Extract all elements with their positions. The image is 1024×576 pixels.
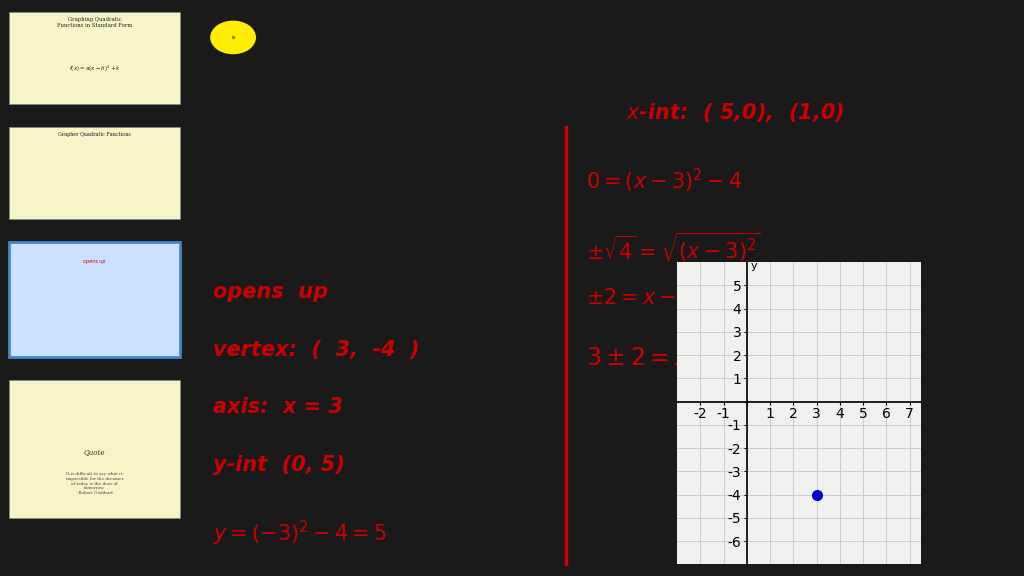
Text: Graph and identify the vertex, axis of symmetry,: Graph and identify the vertex, axis of s… [213,49,842,74]
Text: $3 \pm 2   =  x$: $3 \pm 2 = x$ [586,346,690,370]
Bar [9,380,180,518]
Text: and the intercepts.: and the intercepts. [213,101,461,126]
Text: vertex:  (  3,  -4  ): vertex: ( 3, -4 ) [213,340,420,360]
Text: opens up: opens up [84,259,105,264]
Text: Grapher Quadratic Functions: Grapher Quadratic Functions [58,132,131,138]
Text: $y = (-3)^2 - 4 = 5$: $y = (-3)^2 - 4 = 5$ [213,518,387,548]
Text: $f(x) = a(x - h)^2 + k$: $f(x) = a(x - h)^2 + k$ [213,225,393,248]
Text: $0  =  (x-3)^2 - 4$: $0 = (x-3)^2 - 4$ [586,167,742,195]
Text: Quote: Quote [84,449,105,457]
Text: y-int  (0, 5): y-int (0, 5) [213,455,345,475]
Text: opens  up: opens up [213,282,329,302]
Text: Graphing Quadratic
Functions in Standard Form: Graphing Quadratic Functions in Standard… [57,17,132,28]
Text: $\pm 2  =  x - 3$: $\pm 2 = x - 3$ [586,288,694,308]
Text: axis:  x = 3: axis: x = 3 [213,397,343,418]
Bar [9,12,180,104]
Text: It is difficult to say what is
impossible for the dreamer
of today is the doer o: It is difficult to say what is impossibl… [66,472,124,495]
Circle shape [211,21,255,54]
Text: y: y [751,261,757,271]
Text: $\pm\sqrt{4}  = \sqrt{(x-3)^2}$: $\pm\sqrt{4} = \sqrt{(x-3)^2}$ [586,230,761,264]
Text: $x$-int:  ( 5,0),  (1,0): $x$-int: ( 5,0), (1,0) [626,101,844,124]
Bar [9,242,180,357]
Bar [9,127,180,219]
Text: $f(x)=a(x-h)^2+k$: $f(x)=a(x-h)^2+k$ [69,63,121,74]
Text: $f(x) = 1(x - 3)^2 - 4$: $f(x) = 1(x - 3)^2 - 4$ [213,161,430,191]
